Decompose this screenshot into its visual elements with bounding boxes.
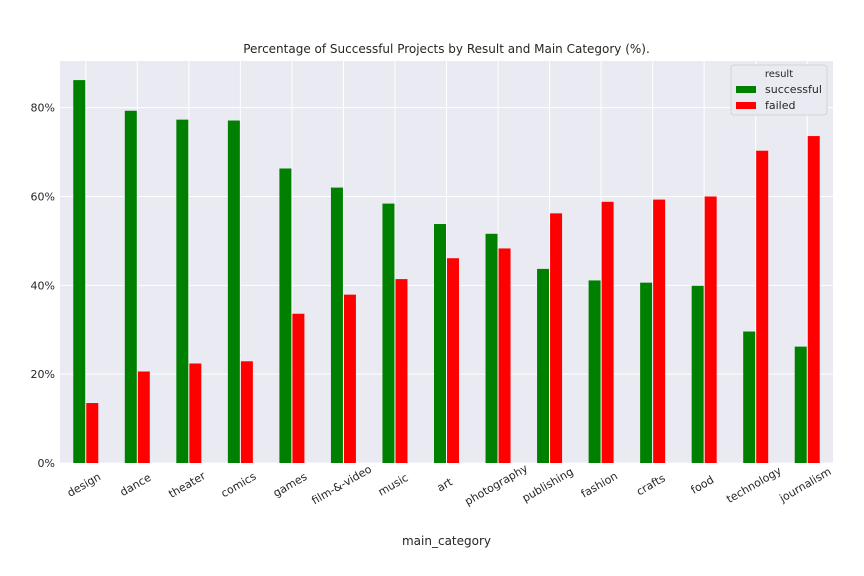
bar-failed-publishing xyxy=(550,213,563,463)
bar-successful-design xyxy=(73,80,86,463)
bar-failed-comics xyxy=(240,361,253,463)
bar-successful-technology xyxy=(743,331,756,463)
x-tick-label: film-&-video xyxy=(309,462,374,507)
bar-failed-dance xyxy=(137,371,150,463)
x-axis: design dance theater comics games film-&-vide… xyxy=(65,461,834,508)
legend-title: result xyxy=(765,69,793,80)
x-tick-label: fashion xyxy=(579,469,620,500)
x-tick-label: dance xyxy=(118,471,154,499)
grid-lines xyxy=(60,61,833,464)
chart-title: Percentage of Successful Projects by Res… xyxy=(243,42,650,56)
y-tick-label: 60% xyxy=(31,190,55,203)
bar-failed-design xyxy=(86,403,99,463)
bars-group xyxy=(73,80,820,464)
bar-successful-dance xyxy=(124,110,137,463)
bar-failed-crafts xyxy=(653,199,666,463)
x-tick-label: journalism xyxy=(777,465,834,505)
y-tick-label: 20% xyxy=(31,368,55,381)
bar-successful-theater xyxy=(176,119,189,464)
x-tick-label: food xyxy=(689,473,717,496)
bar-successful-fashion xyxy=(588,280,601,463)
x-tick-label: technology xyxy=(724,464,784,506)
bar-failed-theater xyxy=(189,363,202,463)
bar-failed-journalism xyxy=(807,136,820,463)
x-tick-label: comics xyxy=(219,470,259,501)
bar-failed-fashion xyxy=(601,201,614,464)
bar-failed-film-&-video xyxy=(343,294,356,463)
bar-successful-music xyxy=(382,203,395,464)
bar-failed-food xyxy=(704,196,717,464)
bar-failed-games xyxy=(292,313,305,463)
legend-label-failed: failed xyxy=(765,99,795,112)
x-tick-label: photography xyxy=(463,461,531,508)
x-axis-label: main_category xyxy=(402,534,491,548)
bar-failed-art xyxy=(447,258,459,463)
x-tick-label: design xyxy=(65,470,103,500)
x-tick-label: music xyxy=(376,471,411,499)
bar-successful-journalism xyxy=(794,346,807,463)
bar-successful-games xyxy=(279,168,292,463)
bar-failed-technology xyxy=(756,150,769,463)
bar-successful-publishing xyxy=(537,268,550,463)
bar-successful-photography xyxy=(485,233,498,463)
bar-successful-comics xyxy=(227,120,240,464)
x-tick-label: theater xyxy=(166,469,208,501)
x-tick-label: games xyxy=(271,470,310,500)
legend: result successful failed xyxy=(730,64,828,116)
legend-swatch-successful xyxy=(736,86,756,93)
bar-failed-music xyxy=(395,279,408,463)
y-axis: 0% 20% 40% 60% 80% xyxy=(31,102,55,470)
bar-successful-film-&-video xyxy=(330,187,343,463)
legend-swatch-failed xyxy=(736,102,756,109)
y-tick-label: 0% xyxy=(38,457,55,470)
bar-failed-photography xyxy=(498,248,511,463)
legend-label-successful: successful xyxy=(765,83,822,96)
x-tick-label: art xyxy=(435,475,456,494)
bar-successful-food xyxy=(691,285,704,463)
bar-successful-crafts xyxy=(640,282,653,463)
x-tick-label: crafts xyxy=(634,471,668,498)
y-tick-label: 80% xyxy=(31,102,55,115)
y-tick-label: 40% xyxy=(31,279,55,292)
bar-successful-art xyxy=(434,224,446,463)
